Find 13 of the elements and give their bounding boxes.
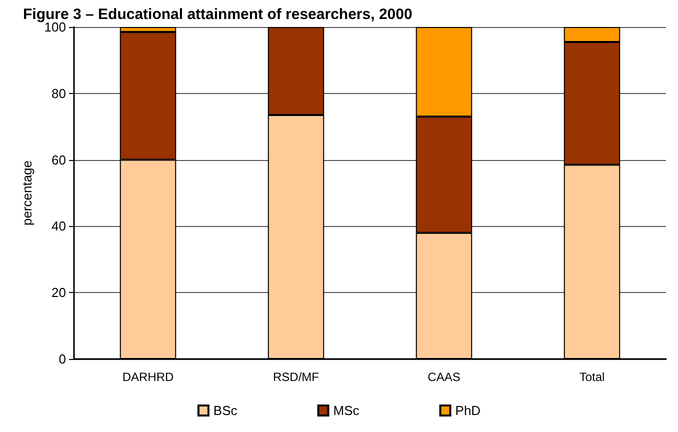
x-tick-label: DARHRD — [122, 370, 174, 384]
x-tick-label: RSD/MF — [273, 370, 319, 384]
x-tick-label: Total — [579, 370, 605, 384]
y-tick-label: 60 — [52, 152, 66, 168]
legend-label: MSc — [333, 403, 360, 418]
legend-label: BSc — [213, 403, 238, 418]
x-tick-label: CAAS — [428, 370, 460, 384]
legend-label: PhD — [455, 403, 481, 418]
y-tick-label: 20 — [52, 285, 66, 300]
y-tick-label: 80 — [52, 86, 66, 101]
y-axis-title: percentage — [19, 160, 34, 226]
y-tick-label: 0 — [58, 352, 66, 366]
y-tick-label: 40 — [52, 218, 66, 234]
